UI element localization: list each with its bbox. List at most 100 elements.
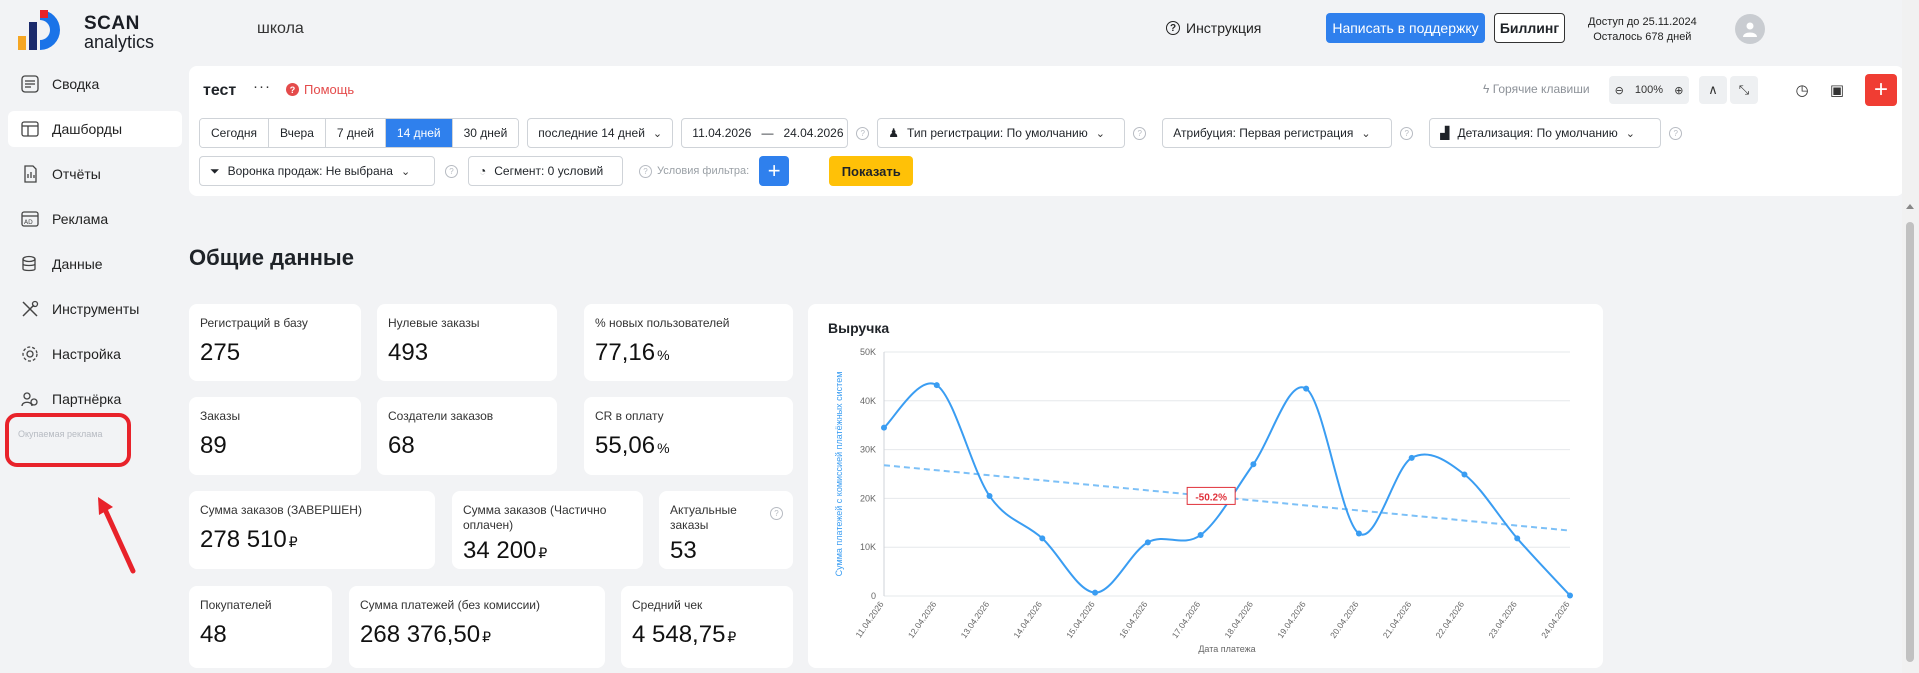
sidebar: Сводка Дашборды Отчёты AD Реклама Данные…: [0, 66, 190, 426]
page-scrollbar[interactable]: [1902, 0, 1919, 673]
x-tick-label: 17.04.2026: [1170, 599, 1203, 640]
instruction-label: Инструкция: [1186, 20, 1262, 36]
period-7-days[interactable]: 7 дней: [325, 119, 386, 147]
registration-type-select[interactable]: ♟ Тип регистрации: По умолчанию ⌄: [877, 118, 1126, 148]
x-tick-label: 24.04.2026: [1539, 599, 1572, 640]
metric-label: Создатели заказов: [388, 409, 494, 423]
partners-icon: [21, 392, 38, 407]
metric-card: % новых пользователей 77,16%: [584, 304, 793, 381]
y-axis-title: Сумма платежей с комиссией платёжных сис…: [834, 372, 844, 577]
user-icon: [1743, 22, 1757, 37]
dashboard-title[interactable]: тест: [203, 82, 237, 99]
support-button[interactable]: Написать в поддержку: [1326, 13, 1485, 43]
show-button[interactable]: Показать: [829, 156, 914, 186]
sidebar-item-summary[interactable]: Сводка: [8, 66, 182, 102]
metric-label: % новых пользователей: [595, 316, 730, 330]
attribution-select[interactable]: Атрибуция: Первая регистрация ⌄: [1162, 118, 1393, 148]
plus-icon: +: [1873, 76, 1888, 103]
sidebar-item-reports[interactable]: Отчёты: [8, 156, 182, 192]
metric-label: Сумма заказов (Частично оплачен): [463, 503, 607, 532]
zoom-in-icon[interactable]: ⊕: [1674, 84, 1684, 97]
add-widget-button[interactable]: +: [1865, 74, 1897, 106]
help-link[interactable]: ? Помощь: [286, 82, 354, 97]
metric-value: 275: [200, 339, 241, 366]
segment-icon: ◔: [479, 164, 487, 178]
sidebar-item-data[interactable]: Данные: [8, 246, 182, 282]
sidebar-item-ads[interactable]: AD Реклама: [8, 201, 182, 237]
sidebar-item-tools[interactable]: Инструменты: [8, 291, 182, 327]
attribution-value: Атрибуция: Первая регистрация: [1173, 126, 1354, 140]
y-tick-label: 10K: [860, 542, 876, 552]
period-yesterday[interactable]: Вчера: [269, 119, 326, 147]
help-hint-icon[interactable]: ?: [445, 164, 458, 178]
metric-label: Нулевые заказы: [388, 316, 480, 330]
period-switch: Сегодня Вчера 7 дней 14 дней 30 дней: [199, 118, 520, 148]
hotkeys-link[interactable]: ϟ Горячие клавиши: [1483, 82, 1590, 96]
date-range-picker[interactable]: 11.04.2026 — 24.04.2026: [681, 118, 849, 148]
metric-label: Актуальные заказы: [670, 503, 737, 532]
logo[interactable]: SCAN analytics: [16, 6, 156, 54]
segment-select[interactable]: ◔ Сегмент: 0 условий: [468, 156, 623, 186]
help-hint-icon[interactable]: ?: [1669, 126, 1683, 140]
chevron-down-icon: ⌄: [400, 165, 411, 178]
sidebar-item-dashboards[interactable]: Дашборды: [8, 111, 182, 147]
bar-chart-icon: ▟: [1440, 126, 1450, 140]
x-tick-label: 16.04.2026: [1117, 599, 1150, 640]
sidebar-item-label: Реклама: [52, 211, 109, 227]
help-hint-icon[interactable]: ?: [856, 126, 870, 140]
data-point: [1092, 589, 1099, 596]
chevron-up-icon: ∧: [1708, 82, 1718, 97]
data-point: [1514, 535, 1521, 542]
person-icon: ♟: [888, 126, 900, 140]
highlighted-sidebar-item[interactable]: Окупаемая реклама: [5, 413, 131, 467]
metric-card: Создатели заказов 68: [377, 397, 557, 475]
x-tick-label: 14.04.2026: [1011, 599, 1044, 640]
chevron-down-icon: ⌄: [1625, 127, 1635, 140]
metric-card: Сумма заказов (ЗАВЕРШЕН) 278 510 ₽: [189, 491, 435, 569]
metric-value: 278 510 ₽: [200, 526, 298, 553]
help-hint-icon[interactable]: ?: [1400, 126, 1414, 140]
trend-label-box: [1186, 486, 1236, 505]
data-point: [1567, 592, 1573, 599]
chevron-down-icon: ⌄: [1361, 127, 1371, 140]
period-14-days[interactable]: 14 дней: [385, 119, 453, 147]
filter-row-2: ⏷ Воронка продаж: Не выбрана ⌄ ? ◔ Сегме…: [199, 156, 914, 186]
metric-value: 268 376,50 ₽: [360, 621, 492, 648]
scrollbar-thumb[interactable]: [1906, 222, 1914, 662]
avatar[interactable]: [1735, 14, 1765, 44]
save-button[interactable]: ▣: [1823, 76, 1851, 104]
help-hint-icon[interactable]: ?: [770, 507, 783, 520]
billing-button[interactable]: Биллинг: [1494, 13, 1565, 43]
metric-label: Заказы: [200, 409, 241, 423]
project-name[interactable]: школа: [257, 20, 304, 37]
collapse-button[interactable]: ∧: [1699, 76, 1727, 104]
scroll-up-arrow-icon[interactable]: [1906, 204, 1914, 209]
sidebar-item-settings[interactable]: Настройка: [8, 336, 182, 372]
period-30-days[interactable]: 30 дней: [452, 119, 519, 147]
detalization-select[interactable]: ▟ Детализация: По умолчанию ⌄: [1429, 118, 1662, 148]
period-select[interactable]: последние 14 дней ⌄: [527, 118, 674, 148]
metric-card: Покупателей 48: [189, 586, 332, 668]
sales-funnel-select[interactable]: ⏷ Воронка продаж: Не выбрана ⌄: [199, 156, 435, 186]
period-today[interactable]: Сегодня: [200, 119, 269, 147]
sidebar-item-label: Партнёрка: [52, 391, 122, 407]
history-button[interactable]: ◷: [1788, 76, 1816, 104]
fullscreen-button[interactable]: ⤡: [1730, 76, 1758, 104]
sidebar-item-partners[interactable]: Партнёрка: [8, 381, 182, 417]
more-menu-button[interactable]: ···: [253, 78, 271, 95]
help-hint-icon[interactable]: ?: [639, 164, 652, 178]
fullscreen-icon: ⤡: [1738, 82, 1750, 97]
detalization-value: Детализация: По умолчанию: [1457, 126, 1618, 140]
filter-conditions-text: Условия фильтра:: [657, 165, 750, 177]
instruction-link[interactable]: ? Инструкция: [1166, 20, 1261, 36]
data-point: [1303, 385, 1310, 392]
add-condition-button[interactable]: +: [759, 156, 790, 186]
revenue-line-chart[interactable]: 0 10K 20K 30K 40K 50K 11.04.2026 12.04.2026 13.0…: [808, 304, 1603, 668]
period-select-value: последние 14 дней: [538, 126, 645, 140]
help-icon: ?: [286, 83, 299, 96]
chart-title: Выручка: [828, 320, 890, 336]
data-point: [1250, 461, 1257, 468]
help-hint-icon[interactable]: ?: [1133, 126, 1147, 140]
zoom-out-icon[interactable]: ⊖: [1614, 84, 1624, 97]
data-point: [1408, 454, 1415, 461]
